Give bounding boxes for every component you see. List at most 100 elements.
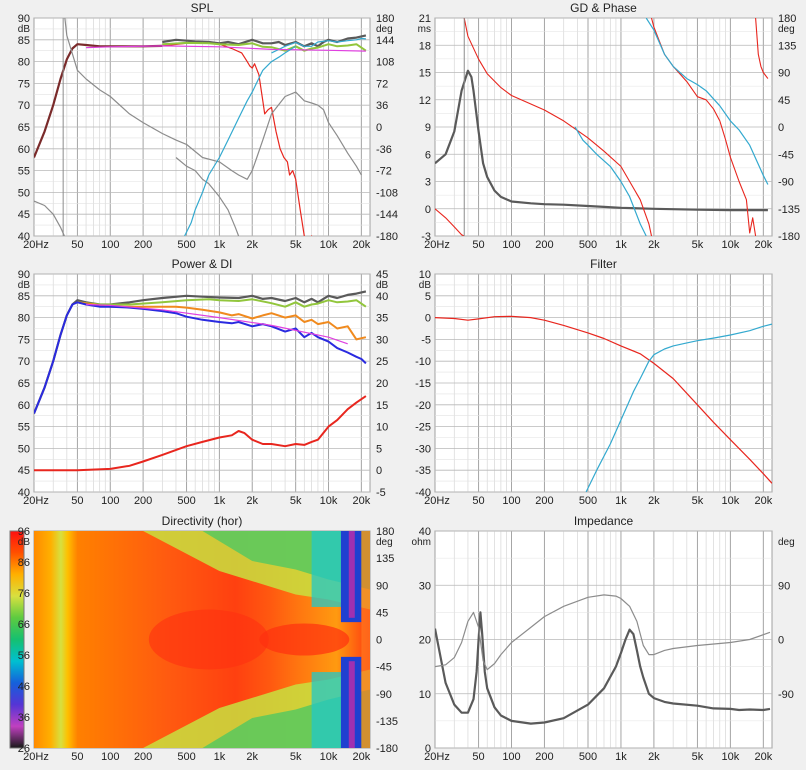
y-tick-label-left: 30 [419, 580, 431, 592]
y-tick-label-left: -5 [421, 334, 431, 346]
series-line [435, 69, 768, 212]
y-tick-label-right: 180 [376, 526, 394, 538]
x-tick-label: 1k [214, 751, 226, 763]
y-unit-right: dB [376, 280, 389, 291]
x-tick-label: 5k [692, 495, 704, 507]
y-tick-label-right: 144 [376, 35, 394, 47]
y-tick-label-left: 70 [18, 356, 30, 368]
y-unit-right: deg [376, 24, 393, 35]
x-tick-label: 500 [177, 239, 195, 251]
y-tick-label-right: 135 [376, 553, 394, 565]
y-tick-label-left: 55 [18, 422, 30, 434]
y-tick-label-right: 0 [376, 122, 382, 134]
y-tick-label-left: 66 [18, 619, 30, 631]
y-tick-label-right: 30 [376, 334, 388, 346]
y-tick-label-left: 9 [425, 122, 431, 134]
y-tick-label-left: -10 [415, 356, 431, 368]
series-group [34, 18, 367, 236]
y-tick-label-right: 45 [376, 607, 388, 619]
y-tick-label-right: -108 [376, 187, 398, 199]
x-tick-label: 1k [214, 239, 226, 251]
y-tick-label-left: 40 [18, 487, 30, 499]
x-tick-label: 200 [134, 751, 152, 763]
series-line [585, 323, 772, 492]
y-tick-label-left: 65 [18, 122, 30, 134]
x-tick-label: 200 [535, 751, 553, 763]
y-unit-left: ohm [412, 537, 431, 548]
heatmap-core-hf [259, 623, 350, 656]
series-line [435, 594, 771, 671]
y-tick-label-left: 10 [419, 269, 431, 281]
x-tick-label: 100 [502, 239, 520, 251]
y-tick-label-left: 46 [18, 681, 30, 693]
x-tick-label: 5k [290, 751, 302, 763]
chart-title: Impedance [574, 514, 634, 528]
series-line [755, 18, 769, 79]
y-tick-label-right: 72 [376, 78, 388, 90]
y-tick-label-right: 10 [376, 422, 388, 434]
y-tick-label-right: 36 [376, 100, 388, 112]
x-tick-label: 500 [579, 751, 597, 763]
series-line [435, 611, 771, 725]
colorbar [9, 530, 25, 749]
chart-title: SPL [191, 1, 214, 15]
y-tick-label-right: -90 [376, 689, 392, 701]
grid [435, 273, 772, 493]
series-line [86, 45, 366, 52]
x-tick-label: 5k [290, 239, 302, 251]
y-tick-label-left: 60 [18, 144, 30, 156]
y-tick-label-left: 5 [425, 291, 431, 303]
x-tick-label: 100 [101, 495, 119, 507]
y-tick-label-left: 60 [18, 400, 30, 412]
x-tick-label: 200 [535, 495, 553, 507]
series-group [435, 594, 771, 725]
y-tick-label-right: -45 [376, 662, 392, 674]
x-tick-label: 2k [246, 239, 258, 251]
y-tick-label-left: 80 [18, 313, 30, 325]
x-tick-label: 20Hz [424, 239, 450, 251]
y-tick-label-right: 108 [376, 57, 394, 69]
y-tick-label-right: -180 [376, 743, 398, 755]
x-tick-label: 10k [722, 495, 740, 507]
y-tick-label-left: 50 [18, 443, 30, 455]
heatmap-null-top [348, 531, 355, 618]
x-tick-label: 1k [615, 495, 627, 507]
y-tick-label-left: 80 [18, 57, 30, 69]
x-tick-label: 20k [352, 495, 370, 507]
series-line [34, 395, 367, 472]
y-unit-left: dB [419, 280, 432, 291]
y-tick-label-right: 180 [778, 13, 796, 25]
series-line [175, 157, 240, 236]
series-line [162, 41, 313, 236]
series-group [435, 315, 772, 492]
x-tick-label: 500 [579, 495, 597, 507]
series-line [184, 45, 297, 236]
heatmap-core [148, 609, 269, 670]
x-tick-label: 2k [648, 751, 660, 763]
y-tick-label-right: 35 [376, 313, 388, 325]
panel-gd: GD & Phase 20Hz 50 100 200 500 1k 2k 5k 10k 20k 21 1… [403, 0, 806, 256]
x-tick-label: 500 [177, 495, 195, 507]
y-tick-label-left: -40 [415, 487, 431, 499]
y-tick-label-left: 36 [18, 712, 30, 724]
y-tick-label-left: -30 [415, 443, 431, 455]
x-tick-label: 20Hz [23, 239, 49, 251]
y-tick-label-left: 0 [425, 313, 431, 325]
y-tick-label-left: 90 [18, 13, 30, 25]
series-line [271, 37, 366, 54]
y-tick-label-left: 20 [419, 635, 431, 647]
series-line [574, 126, 647, 236]
y-tick-label-left: 45 [18, 465, 30, 477]
y-tick-label-right: 40 [376, 291, 388, 303]
x-tick-label: 5k [692, 751, 704, 763]
y-tick-label-left: 75 [18, 78, 30, 90]
grid [34, 273, 370, 493]
x-tick-label: 500 [579, 239, 597, 251]
y-tick-label-left: -35 [415, 465, 431, 477]
y-tick-label-right: -5 [376, 487, 386, 499]
x-tick-label: 100 [101, 239, 119, 251]
y-unit-left: dB [18, 537, 31, 548]
y-tick-label-right: 90 [778, 68, 790, 80]
y-tick-label-left: 40 [18, 231, 30, 243]
